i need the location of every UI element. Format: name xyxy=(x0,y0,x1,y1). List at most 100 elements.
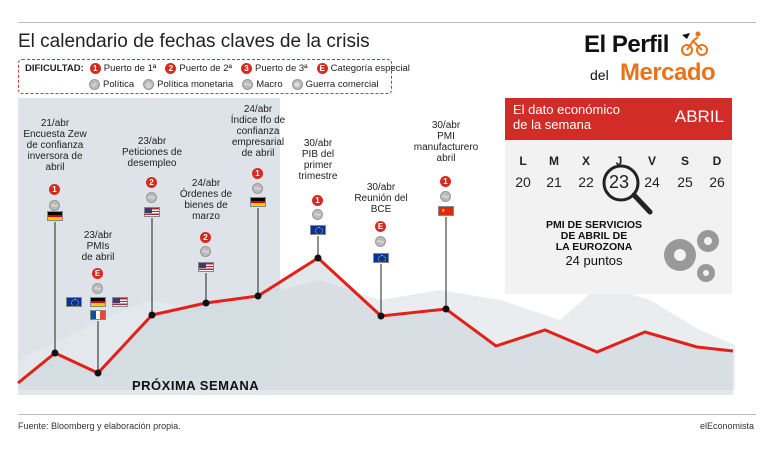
event-type-icon: ✓ xyxy=(89,79,100,90)
event-type-icon: ◎ xyxy=(143,79,155,90)
calendar-day: 22 xyxy=(578,174,594,190)
event-label: 30/abr Reunión del BCE xyxy=(336,182,426,215)
flag-us-icon xyxy=(198,262,214,272)
difficulty-badge-icon: 3 xyxy=(241,63,253,74)
flag-us-icon xyxy=(112,297,128,307)
legend-item-2: 3 Puerto de 3ª xyxy=(241,63,308,74)
weekday-label: M xyxy=(549,154,559,168)
event-date: 23/abr xyxy=(83,230,113,241)
next-week-label: PRÓXIMA SEMANA xyxy=(132,378,260,393)
legend-item-label: Categoría especial xyxy=(330,63,410,74)
difficulty-badge-icon: E xyxy=(316,63,328,74)
event-label: 23/abr PMIs de abril xyxy=(53,230,143,263)
legend-item-1: 2 Puerto de 2ª xyxy=(165,63,232,74)
legend-type-label: Política xyxy=(103,79,135,90)
flag-eu-icon xyxy=(66,297,82,307)
event-description: Encuesta Zew de confianza inversora de a… xyxy=(23,129,87,173)
flag-de-icon xyxy=(47,211,63,221)
calendar-day: 26 xyxy=(709,174,725,190)
flag-eu-icon xyxy=(373,253,389,263)
event-label: 30/abr PIB del primer trimestre xyxy=(273,138,363,182)
event-type-icon: 〜 xyxy=(92,283,103,294)
weekly-data-box: El dato económico de la semana ABRIL L M X… xyxy=(505,98,732,294)
legend-item-label: Puerto de 3ª xyxy=(255,63,308,74)
calendar-day: 25 xyxy=(677,174,693,190)
event-type-icon: 〜 xyxy=(252,183,263,194)
legend-item-0: 1 Puerto de 1ª xyxy=(89,63,157,74)
peak-dot xyxy=(442,305,450,313)
box-month: ABRIL xyxy=(674,107,724,126)
pmi-headline: PMI DE SERVICIOS DE ABRIL DE LA EUROZONA… xyxy=(519,219,669,268)
event-label: 21/abr Encuesta Zew de confianza inversor… xyxy=(10,118,100,173)
event-date: 24/abr xyxy=(243,104,273,115)
peak-dot xyxy=(51,349,59,357)
difficulty-badge-icon: E xyxy=(375,221,386,232)
event-description: PIB del primer trimestre xyxy=(298,149,338,182)
event-date: 30/abr xyxy=(431,120,461,131)
pmi-value: 24 puntos xyxy=(565,253,623,268)
legend-type-1: ◎ Política monetaria xyxy=(143,79,233,90)
box-title: El dato económico de la semana xyxy=(513,102,620,132)
event-date: 23/abr xyxy=(137,136,167,147)
legend-item-3: E Categoría especial xyxy=(316,63,410,74)
source-note: Fuente: Bloomberg y elaboración propia. xyxy=(18,421,181,431)
difficulty-badge-icon: E xyxy=(92,268,103,279)
event-label: 24/abr Órdenes de bienes de marzo xyxy=(161,178,251,222)
peak-dot xyxy=(254,292,262,300)
weekday-label: J xyxy=(615,154,623,168)
legend-type-2: 〜 Macro xyxy=(242,79,283,90)
legend-item-label: Puerto de 1ª xyxy=(103,63,157,74)
difficulty-legend: DIFICULTAD: 1 Puerto de 1ª 2 Puerto de 2ª 3 P… xyxy=(18,59,410,94)
event-description: Peticiones de desempleo xyxy=(121,147,183,169)
weekday-label: V xyxy=(647,154,656,168)
weekday-label: X xyxy=(581,154,590,168)
event-label: 23/abr Peticiones de desempleo xyxy=(107,136,197,169)
event-description: PMIs de abril xyxy=(81,241,115,263)
calendar-day: 20 xyxy=(515,174,531,190)
difficulty-badge-icon: 1 xyxy=(440,176,451,187)
flag-fr-icon xyxy=(90,310,106,320)
magnifier-icon xyxy=(602,164,653,215)
brand-logo: El Perfil del Mercado xyxy=(584,31,734,91)
pmi-headline-text: PMI DE SERVICIOS DE ABRIL DE LA EUROZONA xyxy=(545,219,643,253)
peak-dot xyxy=(148,311,156,319)
brand-line2: del xyxy=(590,67,609,83)
cyclist-logo-icon xyxy=(681,31,708,56)
event-type-icon: 〜 xyxy=(440,191,451,202)
legend-type-label: Política monetaria xyxy=(157,79,234,90)
event-date: 24/abr xyxy=(191,178,221,189)
peak-dot xyxy=(94,369,102,377)
difficulty-badge-icon: 2 xyxy=(200,232,211,243)
calendar-day: 24 xyxy=(644,174,660,190)
event-label: 24/abr Índice Ifo de confianza empresaria… xyxy=(213,104,303,159)
legend-type-row: ✓ Política ◎ Política monetaria 〜 Macro ⊕ Guerr… xyxy=(89,79,387,90)
event-description: Índice Ifo de confianza empresarial de a… xyxy=(230,115,286,159)
legend-item-label: Puerto de 2ª xyxy=(179,63,233,74)
event-date: 30/abr xyxy=(366,182,396,193)
flag-cn-icon: ★ xyxy=(438,206,454,216)
event-type-icon: 〜 xyxy=(146,192,157,203)
event-type-icon: 〜 xyxy=(242,79,254,90)
event-type-icon: 〜 xyxy=(312,209,323,220)
event-type-icon: 〜 xyxy=(200,246,211,257)
box-header: El dato económico de la semana ABRIL xyxy=(505,98,732,140)
mountain-fill xyxy=(18,258,733,395)
gears-icon xyxy=(664,230,719,282)
calendar-day: 23 xyxy=(608,172,630,192)
event-type-icon: 〜 xyxy=(49,200,60,211)
difficulty-badge-icon: 1 xyxy=(252,168,263,179)
peak-dot xyxy=(377,312,385,320)
brand-line1: El Perfil xyxy=(584,31,669,58)
weekday-label: L xyxy=(519,154,527,168)
brand-line3: Mercado xyxy=(620,59,716,86)
legend-difficulty-row: DIFICULTAD: 1 Puerto de 1ª 2 Puerto de 2ª 3 P… xyxy=(25,63,419,74)
difficulty-badge-icon: 1 xyxy=(89,63,101,74)
legend-type-0: ✓ Política xyxy=(89,79,134,90)
publisher-credit: elEconomista xyxy=(699,421,754,431)
legend-type-label: Guerra comercial xyxy=(305,79,379,90)
difficulty-badge-icon: 2 xyxy=(146,177,157,188)
event-description: PMI manufacturero abril xyxy=(413,131,479,164)
legend-type-label: Macro xyxy=(256,79,283,90)
weekday-label: S xyxy=(680,154,689,168)
